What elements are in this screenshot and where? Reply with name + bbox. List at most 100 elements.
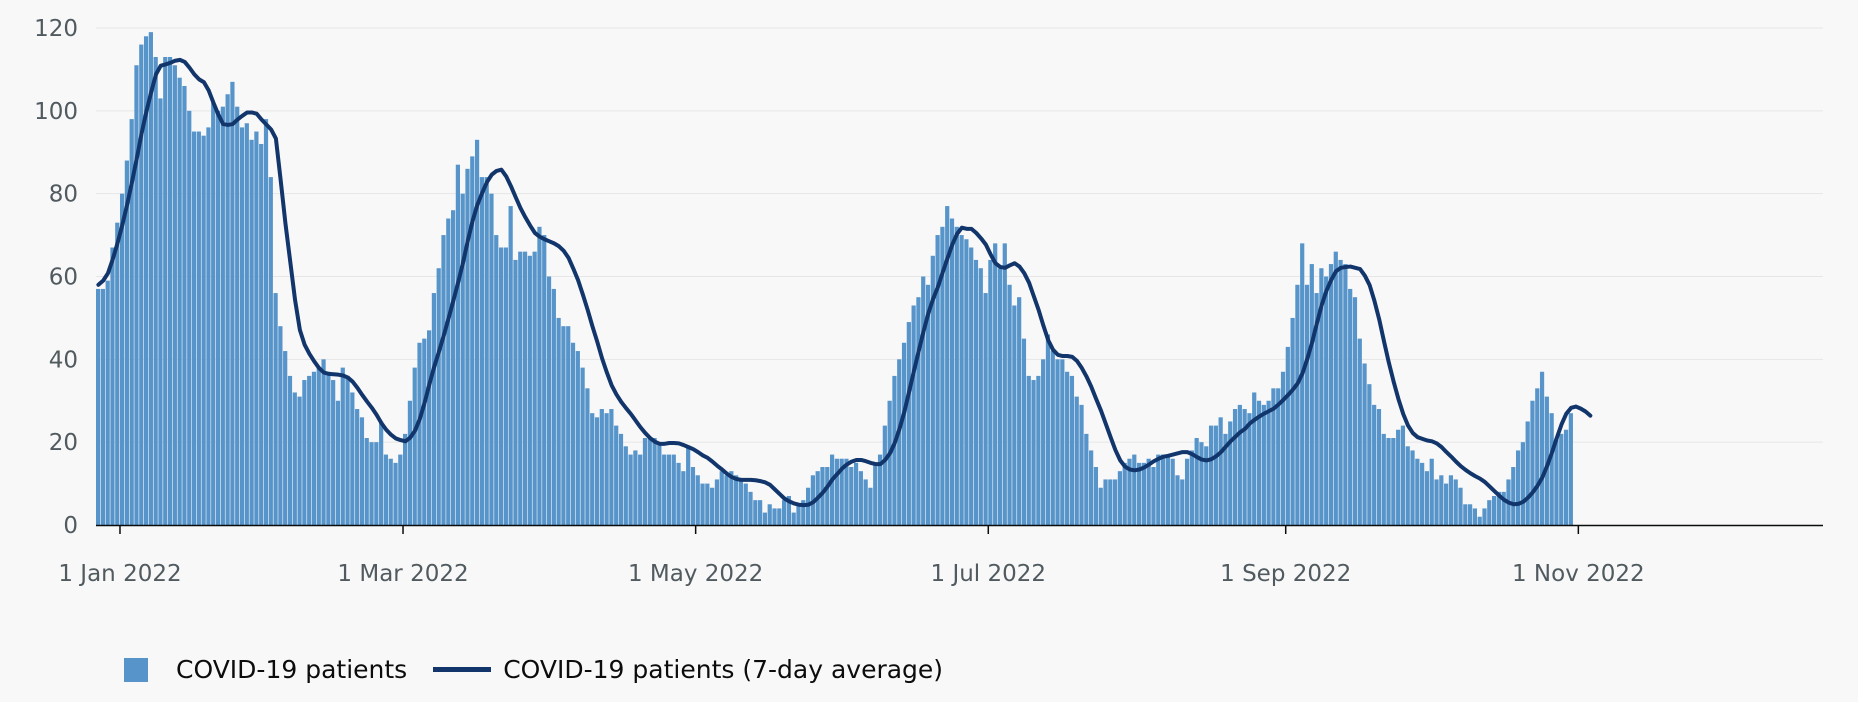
bar <box>206 127 211 526</box>
bar <box>1266 400 1271 525</box>
bar <box>196 131 201 526</box>
bar <box>988 259 993 525</box>
bar <box>110 247 115 525</box>
bar <box>374 442 379 525</box>
bar <box>441 235 446 525</box>
bar <box>470 156 475 525</box>
bar <box>431 293 437 525</box>
bar <box>1472 508 1477 525</box>
bar <box>1165 454 1170 525</box>
bar <box>1381 433 1386 525</box>
bar <box>287 375 293 525</box>
bar <box>479 177 484 525</box>
bar <box>882 425 887 525</box>
bar <box>1333 251 1338 525</box>
bar <box>724 475 729 525</box>
bar <box>163 56 168 526</box>
bar-series <box>96 32 1573 526</box>
bar <box>1122 462 1127 526</box>
bar <box>767 504 772 525</box>
bar <box>1151 467 1156 525</box>
bar <box>1496 491 1501 525</box>
bar <box>119 193 125 526</box>
bar <box>105 280 110 525</box>
bar <box>450 210 456 526</box>
bar <box>853 462 859 526</box>
bar <box>1060 359 1065 525</box>
line-swatch-icon <box>433 667 492 672</box>
bar <box>1458 487 1463 525</box>
bar <box>153 56 158 526</box>
bar <box>820 467 825 525</box>
bar <box>268 177 273 525</box>
bar <box>590 413 595 525</box>
bar <box>489 193 494 526</box>
bar <box>311 371 317 525</box>
bar <box>599 409 604 525</box>
bar <box>1559 433 1564 525</box>
bar <box>570 342 576 525</box>
bar <box>124 160 129 525</box>
bar <box>1199 442 1204 525</box>
bar <box>403 433 408 525</box>
bar <box>1204 446 1209 525</box>
bar <box>609 409 614 525</box>
bar <box>407 400 413 525</box>
bar <box>705 483 710 525</box>
bar <box>388 458 393 525</box>
bar <box>892 375 897 525</box>
bar <box>954 226 959 526</box>
bar <box>1036 375 1041 525</box>
bar <box>1372 404 1377 525</box>
bar <box>1352 297 1358 525</box>
bar <box>513 259 518 525</box>
bar <box>791 512 796 525</box>
bar <box>906 322 911 525</box>
bar <box>369 442 374 525</box>
bar <box>321 359 326 525</box>
bar <box>930 255 935 526</box>
bar <box>734 475 739 525</box>
bar <box>945 206 950 525</box>
bar <box>671 454 676 525</box>
bar <box>230 81 235 525</box>
bar <box>796 504 801 525</box>
bar <box>1319 268 1324 525</box>
bar <box>1539 371 1545 525</box>
bar <box>863 479 868 525</box>
x-tick-label: 1 Sep 2022 <box>1220 561 1351 587</box>
bar <box>825 467 830 525</box>
bar <box>254 131 259 526</box>
bar <box>1453 479 1458 525</box>
bar <box>1252 392 1257 525</box>
legend-label-line: COVID-19 patients (7-day average) <box>503 655 944 684</box>
bar <box>215 110 221 525</box>
bar <box>1017 297 1022 525</box>
bar <box>1324 276 1329 525</box>
bar <box>1012 305 1017 525</box>
bar <box>302 380 307 525</box>
bar <box>474 139 480 525</box>
bar <box>417 342 422 525</box>
bar <box>235 106 240 525</box>
bar <box>758 500 763 525</box>
bar <box>1463 504 1468 525</box>
bar <box>916 297 921 525</box>
bar <box>652 438 657 525</box>
y-tick-label: 120 <box>34 16 78 42</box>
bar <box>983 293 988 525</box>
x-tick-label: 1 Nov 2022 <box>1512 561 1645 587</box>
bar <box>1103 479 1108 525</box>
bar <box>1256 400 1262 525</box>
y-tick-label: 0 <box>63 513 78 539</box>
bar <box>714 479 720 525</box>
bar <box>1127 458 1132 525</box>
bar <box>172 65 177 526</box>
bar <box>676 462 681 526</box>
bar <box>1247 413 1252 525</box>
bar <box>537 226 542 526</box>
bar <box>503 247 508 525</box>
bar <box>292 392 297 525</box>
bar <box>1002 243 1007 525</box>
